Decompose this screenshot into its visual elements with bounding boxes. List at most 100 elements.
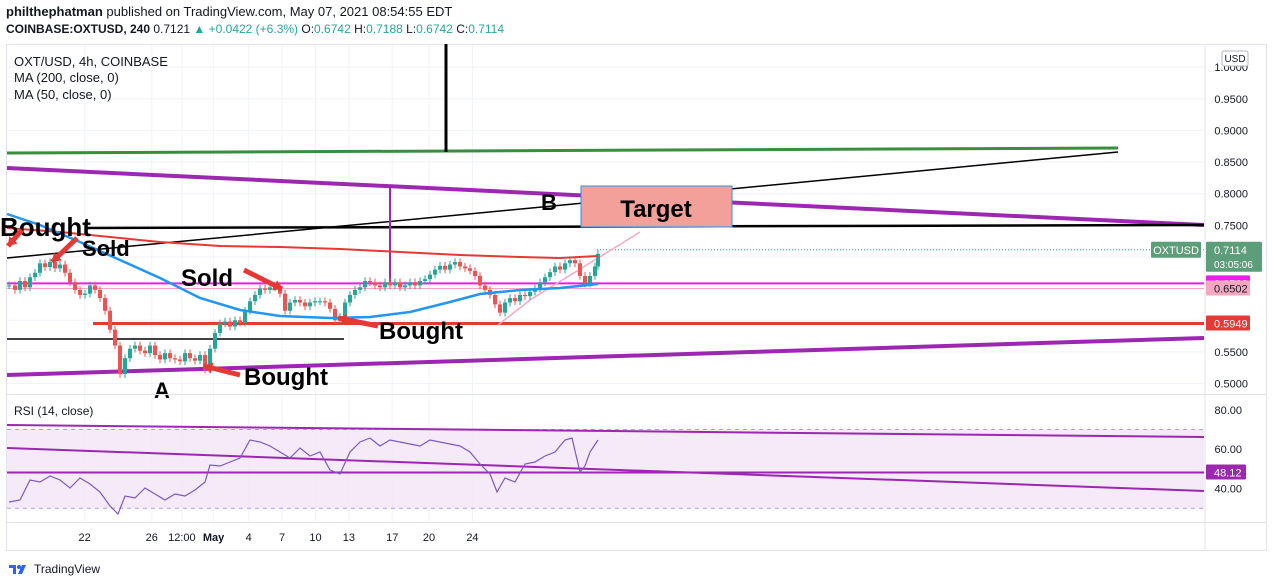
candle (478, 272, 482, 290)
rsi-pane: 80.00 60.00 40.00 RSI (14, close) (6, 404, 1242, 516)
candle-body (153, 345, 157, 356)
arrow-bought-3-head (8, 236, 18, 246)
candle (378, 281, 382, 292)
candle (153, 341, 157, 359)
level-badge-value: 0.5949 (1214, 318, 1248, 330)
candle (93, 281, 97, 294)
candle-body (328, 302, 332, 309)
candle (218, 319, 222, 337)
candle (43, 259, 47, 271)
candle-body (453, 262, 457, 265)
candle-body (198, 355, 202, 361)
ticker-close: 0.7114 (468, 22, 505, 36)
candle-body (548, 272, 552, 278)
candle (358, 283, 362, 294)
candle-body (498, 304, 502, 313)
green-resistance-line (6, 146, 1119, 155)
annotation-sold: Sold (82, 236, 130, 261)
candle (548, 268, 552, 282)
candle (483, 281, 487, 294)
candle (163, 349, 167, 364)
price-tick-label: 0.5000 (1214, 379, 1248, 391)
candle (503, 298, 507, 317)
candle (228, 317, 232, 331)
rsi-tick-label: 80.00 (1214, 405, 1242, 417)
annotation-a: A (154, 378, 170, 403)
candle-body (73, 282, 77, 290)
publisher-user[interactable]: philthephatman (6, 4, 103, 19)
ticker-high: 0.7188 (366, 22, 403, 36)
candle-body (298, 299, 302, 303)
candle-body (418, 281, 422, 286)
candle-body (568, 260, 572, 264)
annotation-bought: Bought (244, 364, 328, 391)
last-price-value: 0.7114 (1214, 245, 1247, 257)
ma50-line (6, 212, 599, 320)
candle (318, 297, 322, 306)
candle (383, 278, 387, 292)
candle-body (68, 272, 72, 283)
rsi-label: RSI (14, close) (14, 404, 93, 418)
candle-body (513, 298, 517, 302)
candle-body (408, 282, 412, 286)
candle-body (193, 358, 197, 361)
candle-body (483, 285, 487, 290)
candle-body (583, 275, 587, 284)
candle-body (113, 329, 117, 346)
last-price-badge (1206, 241, 1262, 272)
candle (198, 351, 202, 365)
candle-body (263, 288, 267, 290)
candle (223, 317, 227, 328)
candle-body (88, 285, 92, 294)
candle (158, 351, 162, 364)
candle-body (178, 359, 182, 362)
candle-body (138, 345, 142, 351)
candle (513, 294, 517, 306)
candle-body (308, 302, 312, 307)
currency-button[interactable] (1221, 50, 1249, 67)
time-tick-label: 13 (343, 532, 355, 544)
ticker-close-label: C: (456, 22, 469, 36)
candle (68, 268, 72, 287)
candle-body (573, 260, 577, 264)
footer[interactable]: TradingView (8, 562, 100, 576)
candle-body (133, 345, 137, 349)
candle (553, 262, 557, 276)
candle (303, 298, 307, 311)
candle (558, 262, 562, 274)
candle-body (428, 274, 432, 280)
candle-body (148, 345, 152, 354)
candle (88, 281, 92, 298)
candle (453, 258, 457, 269)
candle-body (343, 302, 347, 318)
candle (213, 329, 217, 353)
chart-frame[interactable] (6, 44, 1267, 551)
candle-body (248, 301, 252, 311)
ticker-high-label: H: (354, 22, 367, 36)
candle (233, 316, 237, 331)
arrow-sold-1-head (52, 252, 62, 262)
rsi-trend-upper (6, 424, 1205, 438)
candle-body (468, 268, 472, 271)
candle (168, 349, 172, 362)
candle-body (553, 266, 557, 273)
ticker-line: COINBASE:OXTUSD, 240 0.7121 ▲ +0.0422 (+… (6, 22, 504, 36)
candle-body (403, 285, 407, 288)
candle (328, 298, 332, 313)
rsi-tick-label: 60.00 (1214, 444, 1242, 456)
publisher-line: philthephatman published on TradingView.… (6, 4, 452, 19)
ticker-last: 0.7121 (153, 22, 191, 36)
candle (143, 346, 147, 357)
arrow-bought-2-head (204, 362, 214, 374)
candle (288, 298, 292, 315)
candle (578, 259, 582, 280)
candle (363, 277, 367, 292)
candle-body (48, 262, 52, 268)
candle-body (353, 289, 357, 295)
candle-body (363, 281, 367, 288)
candle (368, 277, 372, 287)
candle (58, 260, 62, 273)
candle (448, 260, 452, 274)
candle-body (333, 308, 337, 321)
